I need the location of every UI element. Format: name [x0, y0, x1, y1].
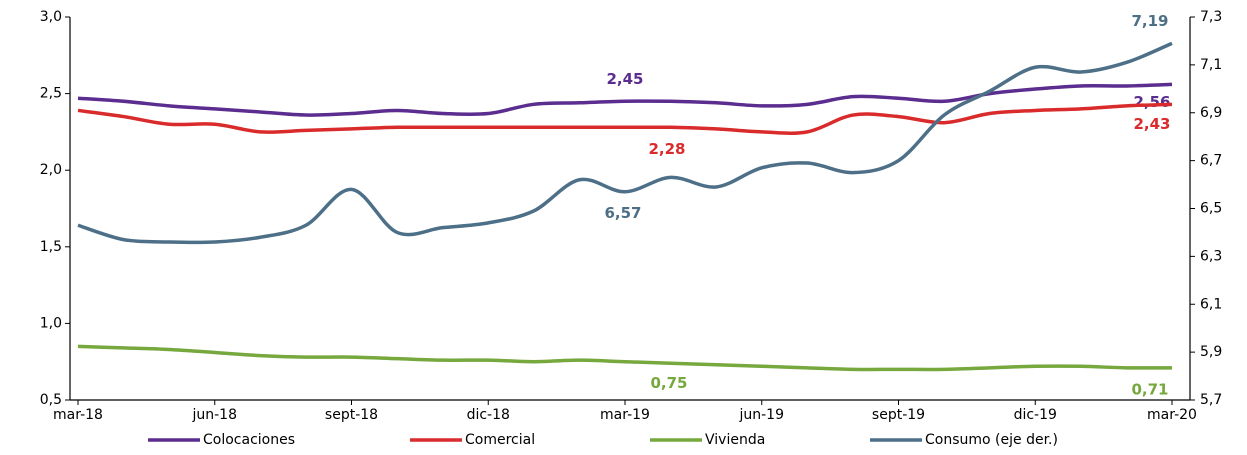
line: [77, 344, 1173, 372]
x-tick-label: mar-19: [600, 407, 650, 423]
value-label: 2,28: [648, 140, 685, 158]
y2-tick-label: 7,3: [1200, 9, 1222, 25]
y-tick-label: 1,5: [40, 239, 62, 255]
x-tick-label: jun-19: [738, 407, 784, 423]
line: [77, 41, 1173, 245]
y2-tick-label: 6,7: [1200, 153, 1222, 169]
y2-tick-label: 7,1: [1200, 57, 1222, 73]
x-tick-label: mar-18: [53, 407, 103, 423]
y2-tick-label: 6,1: [1200, 296, 1222, 312]
value-label: 2,43: [1133, 115, 1170, 133]
legend-label: Consumo (eje der.): [925, 432, 1058, 448]
value-label: 2,45: [606, 70, 643, 88]
y-tick-label: 2,5: [40, 86, 62, 102]
y-tick-label: 0,5: [40, 392, 62, 408]
value-label: 7,19: [1131, 12, 1168, 30]
x-tick-label: jun-18: [191, 407, 237, 423]
y-tick-label: 3,0: [40, 9, 62, 25]
x-tick-label: sept-19: [872, 407, 925, 423]
y-tick-label: 2,0: [40, 162, 62, 178]
y-tick-label: 1,0: [40, 315, 62, 331]
y2-tick-label: 6,5: [1200, 201, 1222, 217]
y2-tick-label: 5,9: [1200, 344, 1222, 360]
x-tick-label: mar-20: [1147, 407, 1197, 423]
line: [77, 82, 1173, 117]
legend-label: Colocaciones: [203, 432, 295, 448]
y2-tick-label: 6,3: [1200, 248, 1222, 264]
line: [77, 102, 1173, 136]
value-label: 6,57: [604, 204, 641, 222]
legend-label: Comercial: [465, 432, 535, 448]
x-tick-label: dic-19: [1014, 407, 1057, 423]
x-tick-label: sept-18: [325, 407, 378, 423]
y2-tick-label: 5,7: [1200, 392, 1222, 408]
y2-tick-label: 6,9: [1200, 105, 1222, 121]
value-label: 2,56: [1133, 93, 1170, 111]
x-tick-label: dic-18: [467, 407, 510, 423]
legend-label: Vivienda: [705, 432, 765, 448]
value-label: 0,71: [1131, 380, 1168, 398]
value-label: 0,75: [650, 374, 687, 392]
